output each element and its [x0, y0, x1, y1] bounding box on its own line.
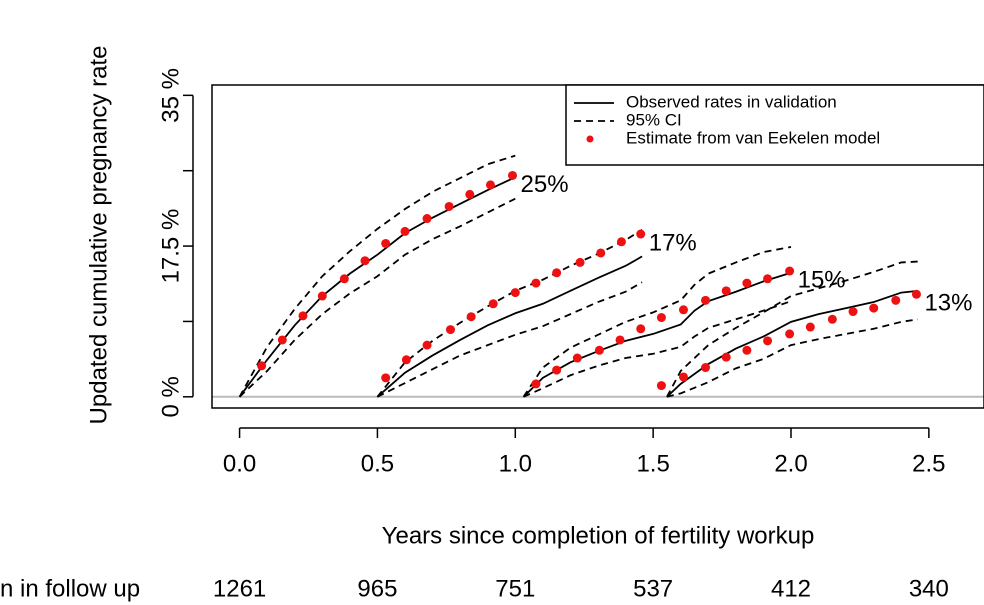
estimate-point	[317, 291, 327, 301]
estimate-point	[869, 303, 879, 313]
estimate-point	[572, 353, 582, 363]
estimate-point	[615, 335, 625, 345]
ci-upper-line	[666, 260, 918, 398]
y-tick-label: 0 %	[157, 376, 184, 417]
legend-label: Estimate from van Eekelen model	[626, 128, 880, 147]
estimate-point	[401, 355, 411, 365]
risk-table-label: n in follow up	[0, 575, 140, 602]
estimate-point	[422, 214, 432, 224]
estimate-point	[721, 352, 731, 362]
y-tick-label: 35 %	[157, 68, 184, 123]
estimate-point	[596, 248, 606, 258]
estimate-point	[763, 274, 773, 284]
estimate-point	[360, 256, 370, 266]
y-axis-label: Updated cumulative pregnancy rate	[85, 46, 112, 425]
estimate-point	[381, 373, 391, 383]
estimate-point	[594, 345, 604, 355]
x-tick-label: 0.5	[361, 450, 394, 477]
estimate-point	[531, 379, 541, 389]
estimate-point	[656, 381, 666, 391]
estimate-point	[721, 286, 731, 296]
risk-count: 1261	[213, 575, 266, 602]
risk-count: 537	[633, 575, 673, 602]
estimate-point	[485, 180, 495, 190]
estimate-point	[298, 311, 308, 321]
estimate-point	[848, 307, 858, 317]
estimate-point	[575, 257, 585, 267]
group-label: 17%	[649, 229, 697, 256]
estimate-point	[742, 278, 752, 288]
observed-line	[238, 176, 516, 398]
estimate-point	[891, 295, 901, 305]
estimate-point	[466, 312, 476, 322]
ci-upper-line	[522, 246, 792, 398]
estimate-point	[785, 266, 795, 276]
estimate-point	[381, 238, 391, 248]
estimate-point	[701, 295, 711, 305]
ci-upper-line	[376, 228, 643, 398]
legend-label: Observed rates in validation	[626, 92, 837, 111]
ci-lower-line	[666, 318, 918, 398]
estimate-point	[422, 340, 432, 350]
risk-count: 965	[357, 575, 397, 602]
x-tick-label: 2.0	[774, 450, 807, 477]
estimate-point	[445, 325, 455, 335]
estimate-point	[531, 278, 541, 288]
estimate-point	[742, 345, 752, 355]
estimate-point	[616, 237, 626, 247]
x-tick-label: 0.0	[223, 450, 256, 477]
estimate-point	[656, 313, 666, 323]
estimate-point	[510, 288, 520, 298]
ci-lower-line	[523, 300, 792, 398]
estimate-point	[636, 324, 646, 334]
y-tick-label: 17.5 %	[157, 209, 184, 284]
observed-line	[666, 289, 918, 398]
estimate-point	[465, 189, 475, 199]
estimate-point	[257, 361, 267, 371]
x-axis-label: Years since completion of fertility work…	[382, 522, 815, 549]
ci-upper-line	[238, 154, 516, 398]
estimate-point	[636, 229, 646, 239]
observed-line	[522, 271, 792, 398]
legend-label: 95% CI	[626, 110, 682, 129]
estimate-point	[444, 201, 454, 211]
estimate-point	[763, 336, 773, 346]
legend-box	[565, 84, 984, 166]
risk-count: 340	[909, 575, 949, 602]
ci-lower-line	[238, 197, 516, 398]
estimate-point	[805, 322, 815, 332]
risk-count: 751	[495, 575, 535, 602]
estimate-point	[701, 363, 711, 373]
estimate-point	[911, 289, 921, 299]
group-label: 25%	[521, 171, 569, 198]
ci-lower-line	[377, 281, 643, 398]
estimate-point	[552, 268, 562, 278]
estimate-point	[785, 329, 795, 339]
legend-symbol	[586, 135, 594, 143]
estimate-point	[678, 372, 688, 382]
x-tick-label: 1.5	[636, 450, 669, 477]
observed-line	[376, 255, 643, 398]
estimate-point	[508, 170, 518, 180]
estimate-point	[277, 335, 287, 345]
estimate-point	[827, 314, 837, 324]
estimate-point	[339, 274, 349, 284]
estimate-point	[400, 226, 410, 236]
risk-count: 412	[771, 575, 811, 602]
x-tick-label: 2.5	[912, 450, 945, 477]
estimate-point	[678, 305, 688, 315]
group-label: 13%	[924, 290, 972, 317]
estimate-point	[552, 365, 562, 375]
x-tick-label: 1.0	[499, 450, 532, 477]
group-label: 15%	[798, 266, 846, 293]
estimate-point	[488, 299, 498, 309]
